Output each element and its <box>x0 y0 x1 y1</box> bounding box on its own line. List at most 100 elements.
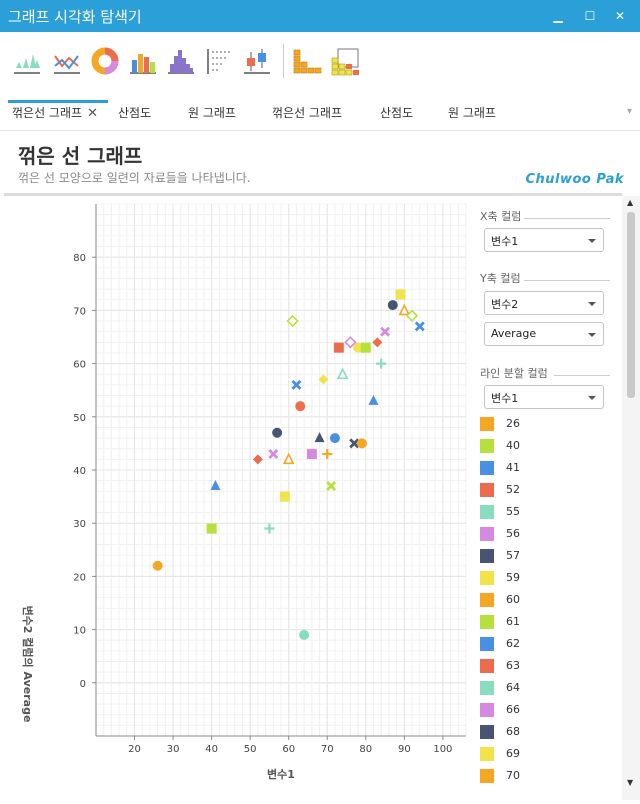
data-point[interactable] <box>380 326 391 337</box>
data-point[interactable] <box>368 394 379 405</box>
legend-label: 41 <box>506 461 520 474</box>
data-point[interactable] <box>395 289 406 300</box>
histogram-icon[interactable] <box>166 46 196 76</box>
donut-chart-icon[interactable] <box>90 46 120 76</box>
data-point[interactable] <box>387 300 398 311</box>
x-tick-label: 100 <box>433 744 452 755</box>
data-point[interactable] <box>264 523 275 534</box>
x-tick-label: 90 <box>398 744 411 755</box>
legend-swatch <box>480 417 494 431</box>
grouped-bar-chart-icon[interactable] <box>330 46 360 76</box>
split-column-title: 라인 분할 컬럼 <box>480 367 548 380</box>
legend-swatch <box>480 747 494 761</box>
scatter-chart: 20 30 40 50 60 70 80 90 100 0 10 20 30 40 50 60 70 80 변수1 <box>73 203 467 781</box>
tab-label: 원 그래프 <box>188 106 236 120</box>
close-icon[interactable]: ✕ <box>614 9 626 23</box>
tab-overflow-icon[interactable]: ▾ <box>626 106 632 117</box>
y-tick-label: 80 <box>73 253 86 264</box>
data-point[interactable] <box>344 336 357 349</box>
tab-line-chart-2[interactable]: 꺾은선 그래프 <box>272 104 342 121</box>
data-point[interactable] <box>306 449 317 460</box>
y-tick-label: 40 <box>73 466 86 477</box>
data-point[interactable] <box>268 449 279 460</box>
tab-pie-2[interactable]: 원 그래프 <box>448 104 496 121</box>
split-column-select[interactable]: 변수1 <box>484 385 604 409</box>
header-divider <box>4 193 622 196</box>
stacked-bar-chart-icon[interactable] <box>292 46 322 76</box>
tab-line-chart-1[interactable]: 꺾은선 그래프 ✕ <box>12 104 98 121</box>
chart-type-toolbar <box>0 32 640 96</box>
legend-label: 69 <box>506 747 520 760</box>
data-point[interactable] <box>326 480 337 491</box>
tab-scatter-1[interactable]: 산점도 <box>118 104 151 121</box>
data-point[interactable] <box>376 358 387 369</box>
data-point[interactable] <box>314 432 325 443</box>
y-tick-label: 0 <box>80 679 86 690</box>
data-point[interactable] <box>329 433 340 444</box>
chart-tabs: 꺾은선 그래프 ✕ 산점도 원 그래프 꺾은선 그래프 산점도 원 그래프 ▾ <box>0 96 640 131</box>
data-point[interactable] <box>318 374 329 385</box>
data-point[interactable] <box>398 303 411 316</box>
maximize-icon[interactable]: ☐ <box>584 9 596 23</box>
tab-pie-1[interactable]: 원 그래프 <box>188 104 236 121</box>
legend-swatch <box>480 505 494 519</box>
y-column-select[interactable]: 변수2 <box>484 291 604 315</box>
data-point[interactable] <box>279 491 290 502</box>
x-column-select[interactable]: 변수1 <box>484 228 604 252</box>
select-value: 변수1 <box>491 392 519 405</box>
data-point[interactable] <box>405 309 419 322</box>
data-point[interactable] <box>210 479 221 490</box>
section-divider <box>524 280 610 281</box>
scroll-thumb[interactable] <box>627 212 635 398</box>
legend-swatch <box>480 725 494 739</box>
data-point[interactable] <box>295 401 306 412</box>
minimize-icon[interactable]: ▁ <box>553 9 563 23</box>
x-tick-label: 20 <box>128 744 141 755</box>
data-point[interactable] <box>349 438 360 449</box>
scroll-up-icon[interactable]: ▲ <box>627 198 634 207</box>
legend-swatch <box>480 637 494 651</box>
window-title: 그래프 시각화 탐색기 <box>8 8 142 26</box>
scroll-down-icon[interactable]: ▼ <box>627 778 634 787</box>
legend-swatch <box>480 439 494 453</box>
tab-label: 산점도 <box>380 106 414 120</box>
data-point[interactable] <box>333 342 344 353</box>
x-tick-label: 80 <box>359 744 372 755</box>
data-point[interactable] <box>414 321 425 332</box>
data-point[interactable] <box>372 337 383 348</box>
line-chart-icon[interactable] <box>52 46 82 76</box>
data-point[interactable] <box>282 452 295 465</box>
tab-label: 산점도 <box>118 106 152 120</box>
tab-close-icon[interactable]: ✕ <box>87 106 98 121</box>
chevron-down-icon <box>588 239 596 243</box>
data-point[interactable] <box>360 342 371 353</box>
legend-label: 26 <box>506 417 520 430</box>
area-chart-icon[interactable] <box>12 46 42 76</box>
data-point[interactable] <box>336 367 349 380</box>
legend-label: 52 <box>506 483 520 496</box>
data-point[interactable] <box>286 314 299 328</box>
data-point[interactable] <box>322 449 333 460</box>
data-point[interactable] <box>356 438 367 449</box>
data-point[interactable] <box>152 560 163 571</box>
x-column-title: X축 컬럼 <box>480 210 522 223</box>
data-point[interactable] <box>272 427 283 438</box>
legend-swatch <box>480 461 494 475</box>
data-point[interactable] <box>206 523 217 534</box>
bar-chart-icon[interactable] <box>128 46 158 76</box>
y-tick-label: 30 <box>73 519 86 530</box>
data-point[interactable] <box>299 629 310 640</box>
y-column-title: Y축 컬럼 <box>480 272 521 285</box>
legend-swatch <box>480 571 494 585</box>
toolbar-separator <box>283 44 284 78</box>
box-plot-icon[interactable] <box>242 46 272 76</box>
data-point[interactable] <box>252 454 263 465</box>
aggregate-select[interactable]: Average <box>484 322 604 346</box>
tab-scatter-2[interactable]: 산점도 <box>380 104 413 121</box>
active-tab-indicator <box>8 100 108 103</box>
data-point[interactable] <box>353 342 364 353</box>
vertical-scrollbar[interactable]: ▲ ▼ <box>622 196 640 800</box>
dot-plot-icon[interactable] <box>204 46 234 76</box>
legend-label: 70 <box>506 769 520 782</box>
data-point[interactable] <box>291 379 302 390</box>
